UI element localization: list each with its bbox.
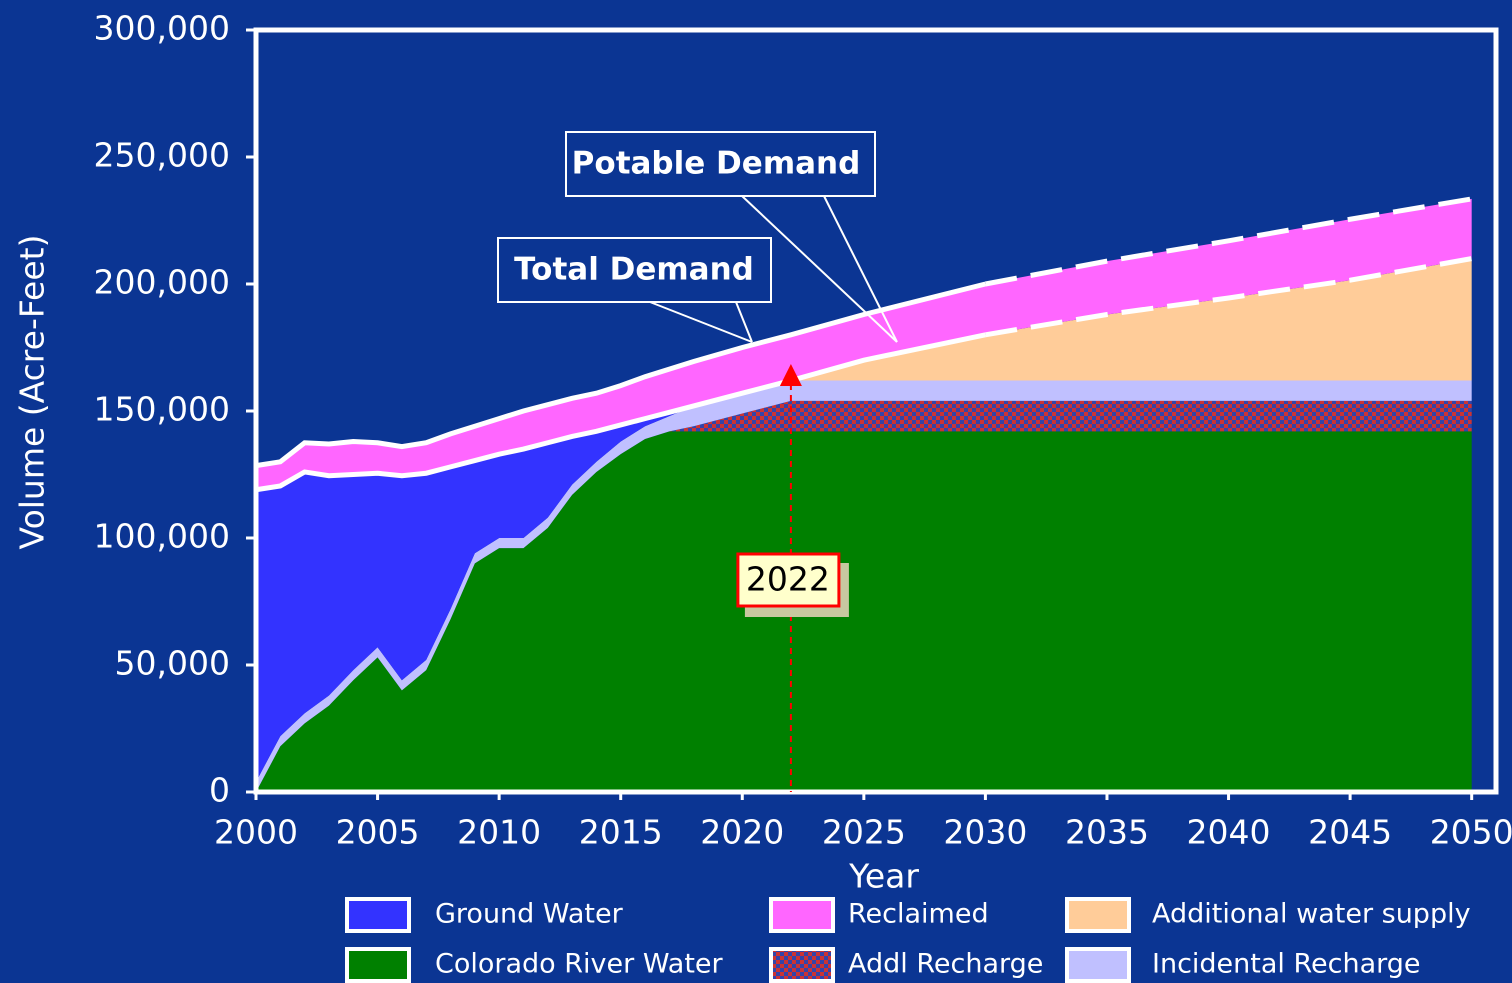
legend-label: Additional water supply [1152, 899, 1471, 930]
x-tick-label: 2015 [579, 813, 663, 852]
x-tick-label: 2005 [336, 813, 420, 852]
demand-line-dashed [984, 196, 1473, 287]
demand-line-dashed [984, 256, 1473, 338]
legend-label: Reclaimed [848, 899, 989, 930]
y-tick-label: 50,000 [115, 644, 230, 683]
leader-line [735, 301, 753, 343]
area [256, 431, 1472, 792]
callout-text: Total Demand [514, 252, 754, 288]
x-tick-label: 2040 [1187, 813, 1271, 852]
area [256, 380, 1472, 782]
y-tick-label: 200,000 [94, 263, 230, 302]
x-tick-label: 2035 [1065, 813, 1149, 852]
legend-swatch [769, 897, 835, 933]
x-tick-label: 2025 [822, 813, 906, 852]
marker-arrow [779, 364, 802, 386]
x-axis-label: Year [848, 857, 919, 896]
demand-line [255, 332, 986, 493]
callout-box [497, 237, 772, 303]
leader-line [823, 195, 898, 343]
x-tick-label: 2045 [1308, 813, 1392, 852]
legend-label: Colorado River Water [435, 949, 724, 980]
y-axis-label: Volume (Acre-Feet) [13, 235, 52, 550]
legend-swatch [769, 947, 835, 983]
area [256, 198, 1472, 490]
legend-label: Incidental Recharge [1152, 949, 1421, 980]
y-tick-label: 0 [209, 771, 230, 810]
callout-box [565, 131, 876, 197]
y-tick-label: 150,000 [94, 390, 230, 429]
legend-swatch [1065, 897, 1131, 933]
leader-line [741, 195, 898, 343]
demand-line [255, 281, 987, 469]
legend-swatch [345, 897, 411, 933]
x-tick-label: 2000 [214, 813, 298, 852]
y-tick-label: 300,000 [94, 9, 230, 48]
y-tick-label: 250,000 [94, 136, 230, 175]
potable-demand-callout: Potable Demand [565, 131, 898, 343]
area [256, 258, 1472, 490]
legend-label: Ground Water [435, 899, 624, 930]
x-tick-label: 2020 [700, 813, 784, 852]
x-tick-label: 2010 [457, 813, 541, 852]
total-demand-callout: Total Demand [497, 237, 772, 343]
marker-box [736, 552, 841, 608]
x-tick-label: 2050 [1430, 813, 1512, 852]
y-tick-label: 100,000 [94, 517, 230, 556]
marker-label: 2022 [746, 560, 830, 599]
leader-line [649, 301, 753, 343]
legend-swatch [345, 947, 411, 983]
legend-label: Addl Recharge [848, 949, 1043, 980]
legend-swatch [1065, 947, 1131, 983]
x-tick-label: 2030 [943, 813, 1027, 852]
callout-text: Potable Demand [572, 146, 861, 182]
